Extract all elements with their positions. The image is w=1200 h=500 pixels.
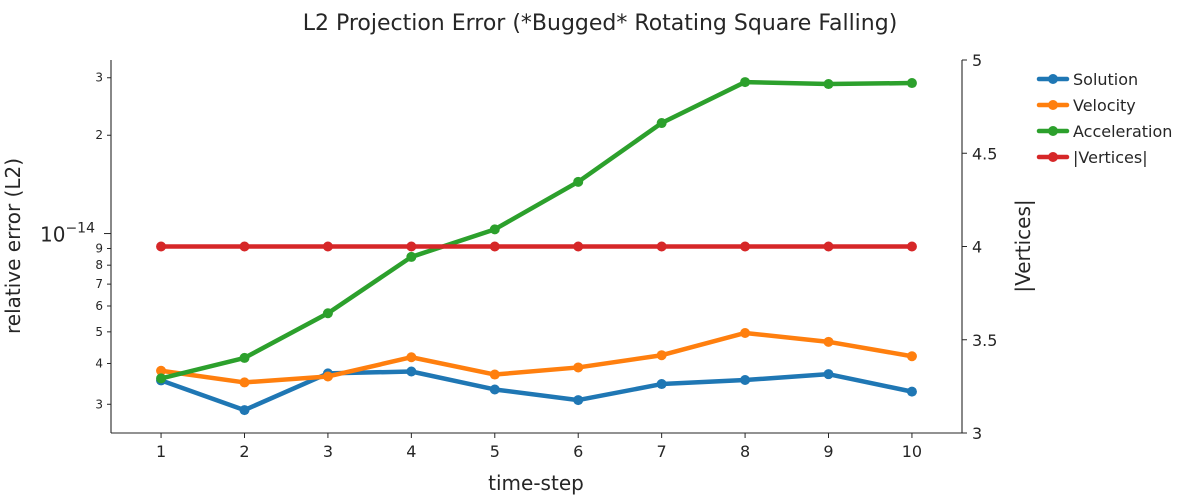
x-axis-ticks: 1 2 3 4 5 6 7 8 9 10 [156,433,922,461]
x-tick-label: 1 [156,442,166,461]
x-tick-label: 7 [657,442,667,461]
y2-tick-label: 4 [972,238,982,257]
data-point-velocity [740,327,751,338]
data-point-acceleration [239,352,250,363]
data-point-vertices [322,241,333,252]
y-minor-tick-label: 6 [95,299,103,313]
y-minor-tick-label: 5 [95,325,103,339]
data-point-vertices [740,241,751,252]
series-acceleration [156,77,917,384]
x-tick-label: 3 [323,442,333,461]
data-point-vertices [906,241,917,252]
data-point-acceleration [322,308,333,319]
legend-label: Acceleration [1073,122,1172,141]
series-velocity [156,327,917,388]
data-point-velocity [156,365,167,376]
y2-tick-label: 3 [972,424,982,443]
data-point-velocity [489,369,500,380]
x-tick-label: 8 [740,442,750,461]
x-tick-label: 6 [573,442,583,461]
data-point-solution [740,375,751,386]
data-point-acceleration [823,79,834,90]
y2-tick-label: 5 [972,51,982,70]
y2-tick-label: 4.5 [972,144,997,163]
data-point-acceleration [489,224,500,235]
series-layer [156,77,917,416]
legend-swatch-marker [1048,74,1058,84]
data-point-velocity [573,362,584,373]
series-line-acceleration [158,79,915,381]
legend-item-acceleration: Acceleration [1036,122,1172,141]
legend-item-velocity: Velocity [1036,96,1136,115]
data-point-vertices [489,241,500,252]
data-point-velocity [322,371,333,382]
y-minor-tick-label: 3 [95,397,103,411]
data-point-solution [489,384,500,395]
chart-title: L2 Projection Error (*Bugged* Rotating S… [303,11,898,36]
x-tick-label: 9 [823,442,833,461]
series-line-velocity [158,330,915,385]
legend-label: |Vertices| [1073,148,1148,167]
data-point-acceleration [573,176,584,187]
legend: Solution Velocity Acceleration |Vertices| [1036,70,1172,167]
legend-swatch-marker [1048,126,1058,136]
series-vertices [156,241,917,252]
series-solution [156,366,917,416]
y-minor-tick-label: 3 [95,71,103,85]
y-minor-tick-label: 8 [95,258,103,272]
data-point-velocity [406,352,417,363]
data-point-solution [573,395,584,406]
x-tick-label: 2 [239,442,249,461]
data-point-velocity [906,351,917,362]
data-point-solution [656,379,667,390]
legend-swatch-marker [1048,100,1058,110]
x-axis-label: time-step [488,471,584,495]
y2-axis-label: |Vertices| [1011,199,1035,292]
legend-item-solution: Solution [1036,70,1138,89]
data-point-solution [823,369,834,380]
y2-axis-ticks: 3 3.5 4 4.5 5 [962,51,997,443]
data-point-velocity [239,377,250,388]
data-point-vertices [156,241,167,252]
data-point-vertices [239,241,250,252]
y-minor-tick-label: 9 [95,241,103,255]
y2-tick-label: 3.5 [972,331,997,350]
legend-swatch-marker [1048,152,1058,162]
legend-label: Solution [1073,70,1138,89]
data-point-velocity [823,336,834,347]
data-point-solution [239,405,250,416]
series-line-solution [158,369,915,413]
data-point-acceleration [656,118,667,129]
data-point-solution [906,386,917,397]
data-point-velocity [656,350,667,361]
data-point-vertices [573,241,584,252]
y-minor-tick-label: 2 [95,128,103,142]
data-point-solution [406,366,417,377]
y-axis-ticks: 3 4 5 6 7 8 9 2 3 10−14 [40,71,111,411]
data-point-vertices [823,241,834,252]
x-tick-label: 4 [406,442,416,461]
data-point-vertices [406,241,417,252]
data-point-acceleration [156,373,167,384]
data-point-acceleration [740,77,751,88]
data-point-vertices [656,241,667,252]
y-major-tick-label: 10−14 [40,221,95,247]
data-point-acceleration [406,251,417,262]
y-minor-tick-label: 4 [95,356,103,370]
y-minor-tick-label: 7 [95,277,103,291]
x-tick-label: 10 [902,442,922,461]
legend-item-vertices: |Vertices| [1036,148,1148,167]
data-point-acceleration [906,78,917,89]
legend-label: Velocity [1073,96,1136,115]
x-tick-label: 5 [490,442,500,461]
y-axis-label: relative error (L2) [1,158,25,334]
